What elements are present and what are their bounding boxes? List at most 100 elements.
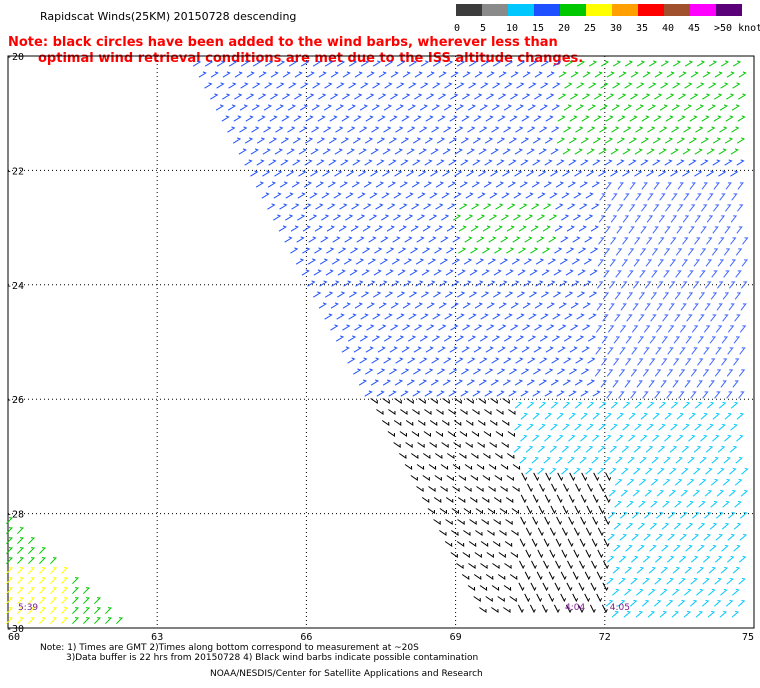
wind-barb: [634, 237, 641, 245]
wind-barb: [331, 258, 341, 265]
wind-barb: [592, 516, 599, 526]
wind-barb: [459, 181, 469, 188]
wind-barb: [603, 248, 611, 256]
wind-barb: [297, 192, 306, 199]
wind-barb: [714, 369, 722, 377]
plot-frame: [7, 55, 755, 629]
wind-barb: [589, 604, 596, 614]
wind-barb: [580, 159, 589, 166]
wind-barb: [684, 82, 693, 89]
wind-barb: [366, 71, 375, 78]
wind-barb: [462, 93, 471, 100]
wind-barb: [436, 137, 446, 144]
wind-barb: [443, 335, 453, 342]
wind-barb: [501, 192, 510, 199]
wind-barb: [718, 423, 726, 431]
wind-barb: [493, 497, 502, 503]
wind-barb: [458, 247, 467, 254]
wind-barb: [28, 537, 36, 545]
wind-barb: [572, 593, 579, 603]
wind-barb: [621, 259, 629, 267]
wind-barb: [468, 82, 477, 89]
wind-barb: [617, 182, 624, 190]
wind-barb: [424, 137, 434, 144]
wind-barb: [573, 527, 580, 537]
wind-barb: [522, 71, 531, 78]
wind-barb: [325, 291, 334, 298]
wind-barb: [273, 192, 282, 199]
wind-barb: [369, 192, 378, 199]
wind-barb: [741, 259, 749, 267]
wind-barb: [6, 527, 14, 535]
wind-barb: [519, 181, 529, 188]
wind-barb: [564, 313, 573, 320]
wind-barb: [640, 137, 650, 144]
wind-barb: [425, 368, 434, 375]
wind-barb: [328, 159, 337, 166]
wind-barb: [568, 390, 577, 397]
wind-barb: [400, 137, 410, 144]
wind-barb: [603, 538, 610, 548]
wind-barb: [498, 552, 506, 558]
wind-barb: [634, 148, 643, 155]
wind-barb: [429, 420, 438, 426]
wind-barb: [525, 467, 533, 475]
wind-barb: [687, 456, 695, 464]
wind-barb: [527, 483, 533, 493]
wind-barb: [481, 269, 490, 276]
wind-barb: [556, 494, 563, 504]
wind-barb: [532, 159, 541, 166]
wind-barb: [310, 148, 319, 155]
wind-barb: [576, 60, 586, 67]
wind-barb: [448, 409, 456, 415]
wind-barb: [598, 423, 606, 431]
wind-barb: [557, 115, 566, 122]
wind-barb: [616, 412, 625, 420]
wind-barb: [734, 500, 742, 508]
wind-barb: [473, 368, 482, 375]
wind-barb: [632, 303, 639, 311]
wind-barb: [364, 137, 374, 144]
wind-barb: [646, 170, 655, 177]
wind-barb: [239, 126, 248, 133]
wind-barb: [561, 445, 570, 453]
wind-barb: [451, 530, 459, 536]
wind-barb: [551, 335, 561, 342]
wind-barb: [602, 582, 609, 592]
wind-barb: [476, 236, 485, 243]
wind-barb: [625, 336, 633, 344]
wind-barb: [736, 226, 743, 234]
wind-barb: [579, 456, 587, 464]
wind-barb: [557, 346, 566, 353]
wind-barb: [50, 597, 58, 605]
wind-barb: [714, 93, 723, 100]
wind-barb: [622, 423, 630, 431]
wind-barb: [569, 368, 578, 375]
wind-barb: [538, 148, 547, 155]
wind-barb: [511, 530, 519, 536]
wind-barb: [577, 269, 586, 276]
wind-barb: [372, 60, 382, 67]
wind-barb: [475, 280, 484, 287]
wind-barb: [396, 60, 406, 67]
wind-barb: [723, 248, 731, 256]
wind-barb: [442, 398, 450, 404]
wind-barb: [696, 380, 703, 388]
wind-barb: [739, 533, 748, 541]
wind-barb: [568, 412, 577, 420]
wind-barb: [510, 93, 519, 100]
wind-barb: [455, 104, 465, 111]
wind-barb: [548, 593, 555, 603]
wind-barb: [270, 93, 279, 100]
wind-barb: [393, 214, 402, 221]
wind-barb: [660, 82, 669, 89]
wind-barb: [687, 270, 694, 278]
wind-barb: [721, 544, 729, 552]
wind-barb: [431, 104, 441, 111]
wind-barb: [707, 610, 716, 618]
wind-barb: [638, 478, 647, 486]
wind-barb: [424, 390, 433, 397]
wind-barb: [666, 71, 675, 78]
wind-barb: [480, 313, 489, 320]
wind-barb: [353, 346, 362, 353]
